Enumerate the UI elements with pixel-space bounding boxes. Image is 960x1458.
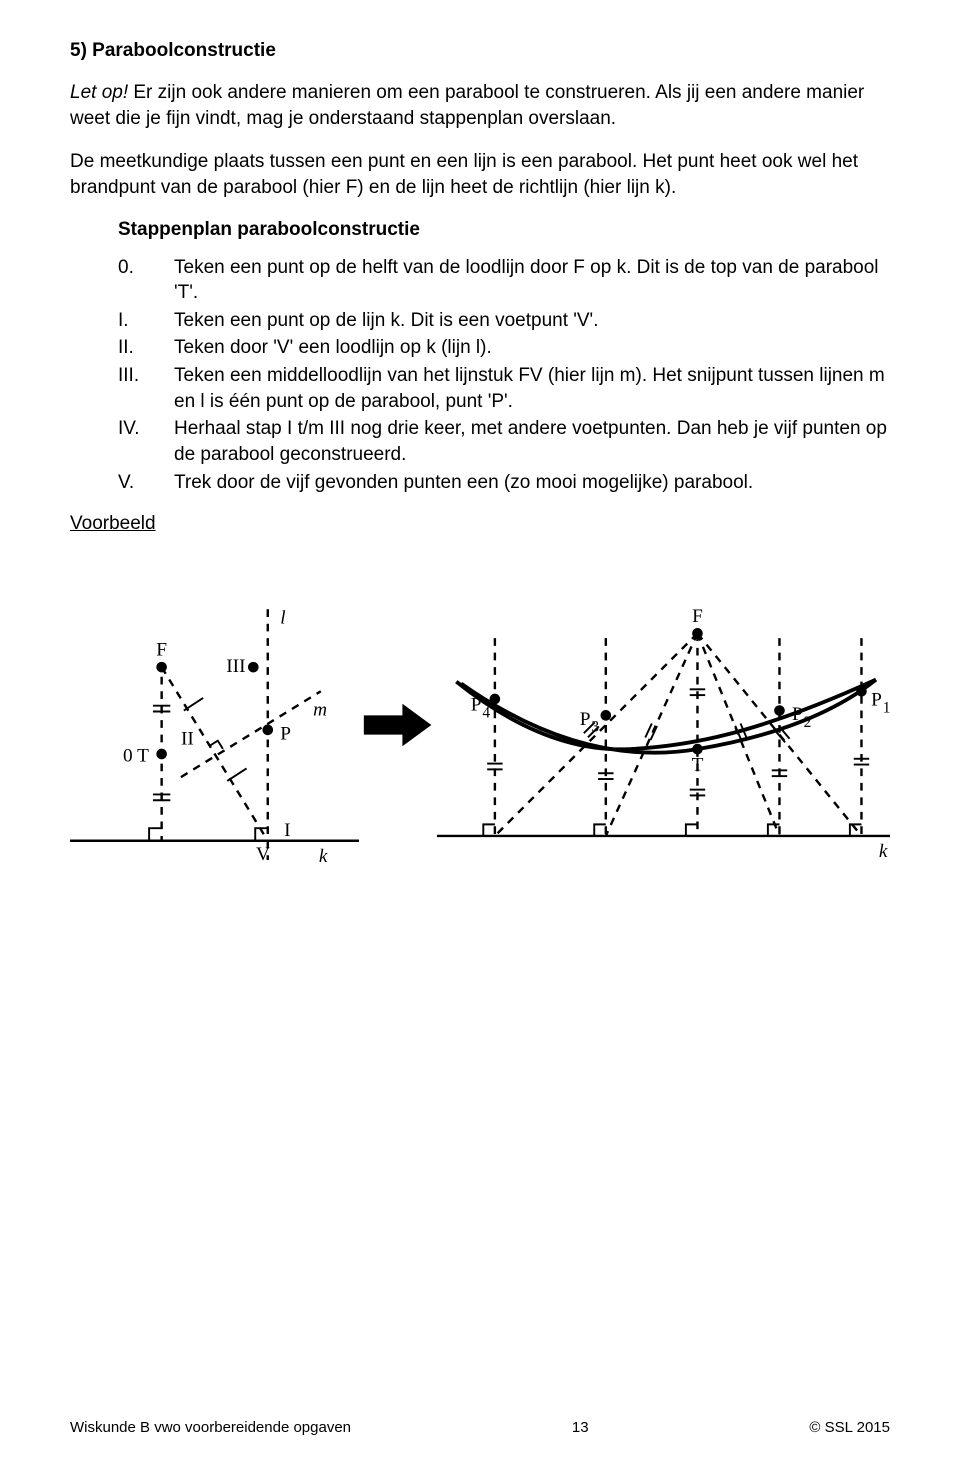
label-T-right: T — [691, 755, 703, 776]
step-number: 0. — [118, 255, 174, 306]
intro-rest: Er zijn ook andere manieren om een parab… — [70, 82, 864, 129]
footer-right: © SSL 2015 — [809, 1419, 890, 1436]
example-heading: Voorbeeld — [70, 513, 890, 535]
diagram-row: F 0 T P III II I V l m k — [70, 545, 890, 905]
section-title: 5) Paraboolconstructie — [70, 40, 890, 62]
label-F: F — [156, 640, 167, 661]
step-number: III. — [118, 363, 174, 414]
label-P1: P — [871, 690, 882, 711]
step-text: Teken een punt op de lijn k. Dit is een … — [174, 308, 890, 334]
label-P4-sub: 4 — [482, 705, 490, 722]
step-row: II. Teken door 'V' een loodlijn op k (li… — [118, 335, 890, 361]
step-number: V. — [118, 470, 174, 496]
label-m: m — [313, 700, 327, 721]
label-k-left: k — [319, 846, 328, 867]
step-text: Teken een punt op de helft van de loodli… — [174, 255, 890, 306]
left-diagram: F 0 T P III II I V l m k — [70, 545, 359, 905]
label-P4: P — [470, 695, 481, 716]
label-P3-sub: 3 — [591, 719, 599, 736]
label-V: V — [256, 844, 270, 865]
intro-paragraph: Let op! Er zijn ook andere manieren om e… — [70, 80, 890, 131]
step-number: IV. — [118, 416, 174, 467]
footer-page-number: 13 — [572, 1419, 589, 1436]
step-text: Teken door 'V' een loodlijn op k (lijn l… — [174, 335, 890, 361]
label-P2-sub: 2 — [803, 714, 811, 731]
steps-title: Stappenplan paraboolconstructie — [118, 219, 890, 241]
label-l: l — [280, 608, 285, 629]
right-diagram: F T P 4 P 3 P 2 P 1 k — [437, 560, 890, 890]
step-text: Herhaal stap I t/m III nog drie keer, me… — [174, 416, 890, 467]
step-row: III. Teken een middelloodlijn van het li… — [118, 363, 890, 414]
label-I: I — [284, 820, 290, 841]
steps-list: 0. Teken een punt op de helft van de loo… — [118, 255, 890, 496]
step-number: II. — [118, 335, 174, 361]
step-number: I. — [118, 308, 174, 334]
step-text: Teken een middelloodlijn van het lijnstu… — [174, 363, 890, 414]
arrow-icon — [359, 695, 436, 755]
label-F-right: F — [692, 606, 703, 627]
label-P1-sub: 1 — [882, 700, 890, 717]
intro-emphasis: Let op! — [70, 82, 128, 103]
label-T: 0 T — [123, 746, 149, 767]
label-P2: P — [792, 705, 803, 726]
page-footer: Wiskunde B vwo voorbereidende opgaven 13… — [70, 1419, 890, 1436]
step-row: V. Trek door de vijf gevonden punten een… — [118, 470, 890, 496]
footer-left: Wiskunde B vwo voorbereidende opgaven — [70, 1419, 351, 1436]
label-P: P — [280, 724, 291, 745]
label-k-right: k — [878, 841, 887, 862]
label-II: II — [181, 729, 194, 750]
label-III: III — [226, 656, 245, 677]
label-P3: P — [579, 709, 590, 730]
definition-paragraph: De meetkundige plaats tussen een punt en… — [70, 149, 890, 200]
step-text: Trek door de vijf gevonden punten een (z… — [174, 470, 890, 496]
step-row: IV. Herhaal stap I t/m III nog drie keer… — [118, 416, 890, 467]
step-row: 0. Teken een punt op de helft van de loo… — [118, 255, 890, 306]
step-row: I. Teken een punt op de lijn k. Dit is e… — [118, 308, 890, 334]
